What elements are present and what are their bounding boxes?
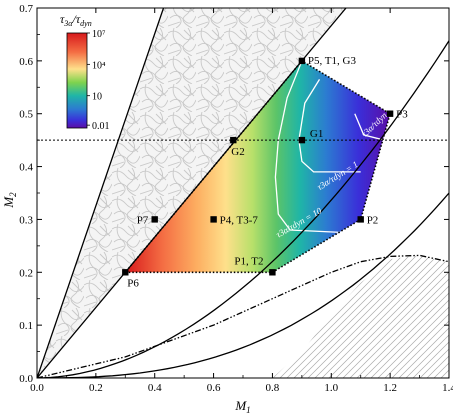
colorbar-title-main: τ: [60, 12, 65, 26]
x-axis-label-sub: 1: [246, 405, 251, 415]
colorbar-tick-label: 10⁷: [92, 29, 106, 40]
contour-line-0: [354, 113, 385, 141]
x-tick-label: 1.2: [383, 382, 397, 394]
data-point-label: G1: [310, 128, 323, 140]
colorbar-title: τ3α/τdyn: [60, 12, 92, 28]
colorbar: τ3α/τdyn 10⁷ 10⁴ 10 0.01: [60, 12, 110, 132]
contour-line-2: [274, 60, 347, 234]
data-point-marker: [298, 136, 306, 144]
y-tick-label: 0.4: [19, 162, 33, 174]
x-tick-label: 0.0: [30, 382, 44, 394]
colorbar-title-sub2: dyn: [80, 19, 92, 28]
x-tick-label: 1.4: [442, 382, 453, 394]
data-point-marker: [210, 216, 217, 223]
colorbar-title-slash: /τ: [72, 12, 81, 26]
parameter-region-fill: [125, 60, 391, 273]
x-tick-label: 0.8: [266, 382, 280, 394]
data-point-label: P2: [367, 214, 379, 226]
data-point-label: G2: [231, 146, 244, 158]
colorbar-tick-label: 0.01: [92, 121, 110, 132]
data-point-label: P5, T1, G3: [308, 55, 357, 67]
y-tick-label: 0.0: [19, 373, 33, 385]
colorbar-tick-label: 10: [92, 92, 102, 103]
y-tick-label: 0.1: [19, 320, 33, 332]
data-point-marker: [386, 110, 394, 117]
data-point-label: P1, T2: [234, 255, 263, 267]
dash-dot-curve: [37, 254, 449, 378]
colorbar-gradient: [66, 32, 88, 129]
x-axis-label-main: M: [234, 398, 247, 413]
x-axis-label: M1: [234, 398, 250, 415]
x-tick-label: 1.0: [324, 382, 338, 394]
colorbar-tick-label: 10⁴: [92, 60, 106, 71]
y-tick-label: 0.3: [19, 214, 33, 226]
data-point-label: P6: [127, 277, 139, 289]
data-point-label: P7: [137, 214, 149, 226]
colorbar-title-sub: 3α: [63, 19, 73, 28]
data-point-marker: [151, 216, 158, 223]
y-tick-label: 0.7: [19, 3, 33, 15]
data-point-marker: [269, 269, 276, 276]
hatched-region: [272, 255, 449, 378]
contour-line-1: [298, 79, 361, 173]
y-tick-label: 0.5: [19, 109, 33, 121]
data-point-marker: [230, 136, 237, 144]
x-tick-label: 0.4: [148, 382, 162, 394]
data-point-label: P3: [396, 109, 408, 121]
x-tick-label: 0.2: [89, 382, 103, 394]
x-tick-label: 0.6: [207, 382, 221, 394]
data-point-marker: [357, 216, 364, 223]
y-tick-label: 0.2: [19, 267, 33, 279]
diagonal-line: [37, 8, 347, 378]
lower-curve: [37, 192, 449, 378]
y-axis-label: M2: [1, 192, 18, 209]
data-point-marker: [298, 57, 306, 65]
data-point-marker: [122, 269, 129, 276]
y-axis-label-sub: 2: [8, 192, 18, 197]
y-tick-label: 0.6: [19, 56, 33, 68]
steep-boundary-line: [37, 8, 165, 378]
upper-curve: [37, 39, 449, 378]
data-point-label: P4, T3-7: [220, 214, 259, 226]
y-axis-label-main: M: [1, 196, 16, 209]
